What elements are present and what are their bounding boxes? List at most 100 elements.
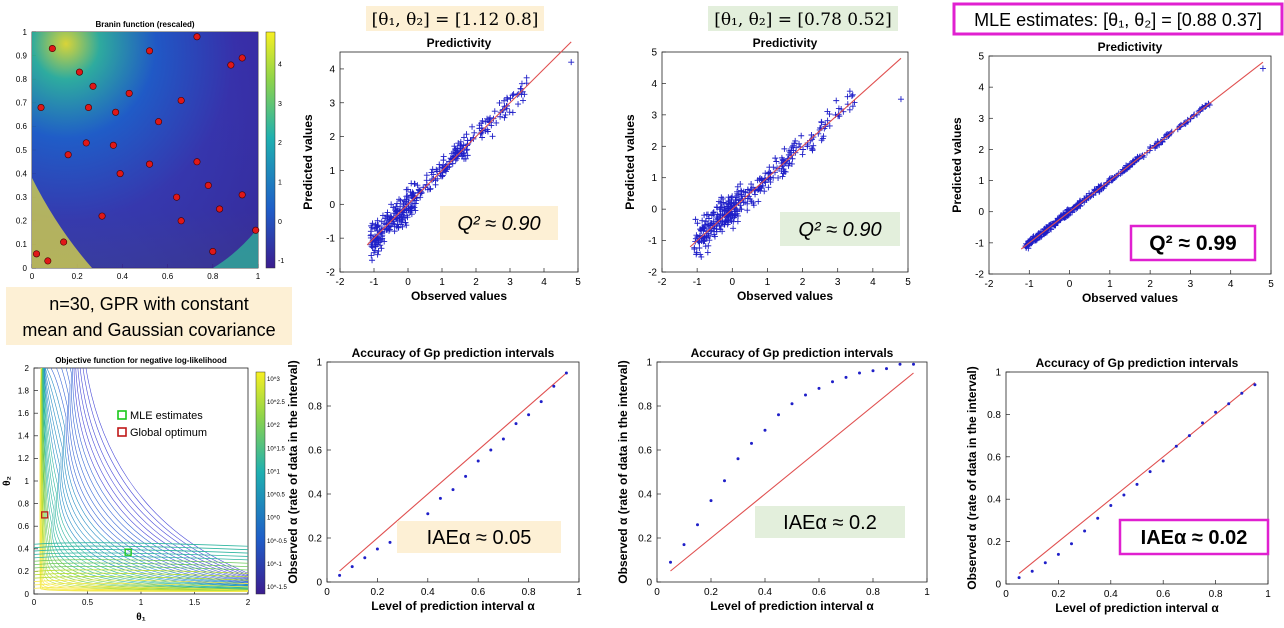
y-tick-label: 0.7 <box>16 99 28 108</box>
x-tick-label: 0.4 <box>421 587 435 598</box>
colorbar-tick-label: 10^1 <box>267 469 280 475</box>
contour-line <box>58 475 248 587</box>
data-point <box>407 204 414 211</box>
x-tick-label: 0 <box>730 277 736 288</box>
header-3: MLE estimates: [θ₁, θ₂] = [0.88 0.37] <box>952 2 1284 36</box>
data-point <box>407 188 414 195</box>
y-tick-label: 2 <box>978 145 984 156</box>
data-point <box>396 196 403 203</box>
data-point <box>1109 504 1113 508</box>
data-point <box>378 233 385 240</box>
data-point <box>844 375 848 379</box>
data-point <box>705 211 712 218</box>
data-point <box>717 226 724 233</box>
data-point <box>755 185 762 192</box>
contour-line <box>34 552 248 557</box>
data-point <box>523 74 530 81</box>
data-point <box>458 142 465 149</box>
data-point <box>392 207 399 214</box>
contour-line <box>43 575 248 592</box>
data-point <box>701 221 708 228</box>
data-point <box>799 151 806 158</box>
x-tick-label: 2 <box>473 277 479 288</box>
contour-line <box>44 566 248 591</box>
colorbar-tick-label: 10^3 <box>267 377 280 383</box>
data-point <box>386 226 393 233</box>
data-point <box>772 155 779 162</box>
x-tick-label: 2 <box>246 598 251 607</box>
y-tick-label: 0.2 <box>987 537 1001 548</box>
data-point <box>744 200 751 207</box>
x-tick-label: 0 <box>654 587 660 598</box>
data-point <box>691 245 698 252</box>
data-point <box>705 232 712 239</box>
y-tick-label: 1 <box>978 176 984 187</box>
data-point <box>388 540 392 544</box>
x-tick-label: 1 <box>924 587 930 598</box>
data-point <box>1187 434 1191 438</box>
x-tick-label: -1 <box>370 277 379 288</box>
data-point <box>457 148 464 155</box>
data-point <box>374 217 381 224</box>
predictivity-chart-3: -2 -1 0 1 2 3 4 5 -2 -1 0 1 2 3 4 5 Predictivity Observed… <box>950 40 1274 305</box>
contour-line <box>34 572 248 578</box>
sample-point <box>109 141 117 149</box>
data-point <box>730 225 737 232</box>
data-point <box>898 362 902 366</box>
data-point <box>696 523 699 527</box>
x-tick-label: 3 <box>507 277 513 288</box>
y-axis-label: Observed α (rate of data in the interval… <box>965 366 979 589</box>
data-point <box>734 192 741 199</box>
y-tick-label: 0 <box>316 578 322 589</box>
data-point <box>371 239 378 246</box>
legend-global-swatch <box>117 427 127 437</box>
data-point <box>770 164 777 171</box>
colorbar-tick-label: 1 <box>278 179 282 186</box>
y-axis-label: Predicted values <box>950 117 964 213</box>
data-point <box>338 573 342 577</box>
data-point <box>804 141 811 148</box>
data-point <box>844 93 851 100</box>
data-point <box>369 244 376 251</box>
x-tick-label: 0 <box>324 587 330 598</box>
data-point <box>727 213 734 220</box>
x-tick-label: 3 <box>835 277 841 288</box>
data-point <box>369 257 376 264</box>
contour-line <box>34 549 248 554</box>
x-axis-label: Level of prediction interval α <box>710 599 874 613</box>
contour-line <box>53 509 248 588</box>
data-point <box>735 197 742 204</box>
data-point <box>378 226 385 233</box>
data-point <box>846 88 853 95</box>
info-line-2: mean and Gaussian covariance <box>22 320 275 340</box>
sample-point <box>82 139 90 147</box>
data-point <box>488 122 495 129</box>
data-point <box>781 145 788 152</box>
data-point <box>722 206 729 213</box>
heatmap-surface <box>32 32 258 268</box>
data-point <box>747 196 754 203</box>
data-point <box>708 212 715 219</box>
q2-annotation: Q² ≈ 0.90 <box>457 213 540 235</box>
q2-annotation: Q² ≈ 0.90 <box>798 219 881 241</box>
reference-line <box>1020 61 1264 250</box>
contour-line <box>44 368 61 467</box>
data-point <box>750 202 757 209</box>
y-tick-label: 4 <box>978 83 984 94</box>
sample-point <box>89 82 97 90</box>
contour-line <box>63 437 248 585</box>
y-tick-label: 1 <box>995 368 1001 379</box>
data-point <box>388 201 395 208</box>
y-tick-label: 0 <box>23 264 28 273</box>
contour-line <box>43 368 59 476</box>
y-tick-label: -1 <box>326 234 335 245</box>
data-point <box>713 228 720 235</box>
iae-annotation-box <box>1118 518 1270 556</box>
contour-line <box>34 566 248 571</box>
contour-line <box>52 516 248 589</box>
data-point <box>1177 123 1184 130</box>
data-point <box>793 144 800 151</box>
y-tick-label: 0.4 <box>308 490 322 501</box>
x-axis-label: Level of prediction interval α <box>1055 601 1219 615</box>
data-point <box>493 119 500 126</box>
